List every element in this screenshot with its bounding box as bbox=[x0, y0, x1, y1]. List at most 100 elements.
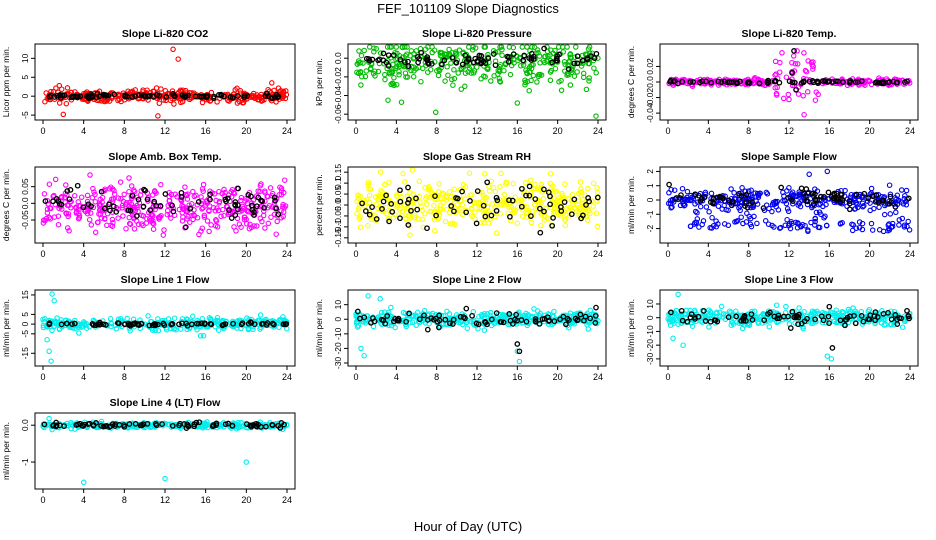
sample-point bbox=[63, 100, 70, 107]
sample-point bbox=[526, 65, 532, 72]
mean-point bbox=[871, 313, 878, 320]
sample-point bbox=[229, 187, 236, 193]
sample-point bbox=[516, 358, 523, 365]
sample-point bbox=[507, 71, 514, 78]
x-tick-label: 24 bbox=[905, 372, 915, 382]
sample-point bbox=[149, 327, 156, 334]
mean-point bbox=[853, 191, 860, 198]
sample-point bbox=[441, 51, 448, 57]
x-tick-label: 4 bbox=[394, 126, 399, 136]
sample-point bbox=[71, 193, 78, 199]
sample-point bbox=[173, 423, 179, 430]
mean-point bbox=[695, 192, 702, 199]
x-tick-label: 8 bbox=[746, 249, 751, 259]
sample-point bbox=[365, 293, 371, 299]
sample-point bbox=[823, 222, 830, 229]
sample-point bbox=[469, 205, 475, 211]
sample-point bbox=[126, 188, 132, 195]
mean-point bbox=[583, 202, 589, 208]
sample-point bbox=[183, 192, 190, 199]
sample-point bbox=[213, 217, 219, 223]
sample-point bbox=[158, 212, 164, 219]
y-tick-label: 0.0 bbox=[20, 197, 30, 209]
sample-point bbox=[443, 206, 450, 213]
sample-point bbox=[60, 111, 67, 118]
mean-point bbox=[432, 193, 438, 199]
mean-point bbox=[201, 321, 208, 327]
sample-point bbox=[405, 212, 412, 219]
sample-point bbox=[451, 75, 458, 82]
sample-point bbox=[824, 353, 831, 359]
mean-point bbox=[140, 421, 147, 428]
sample-point bbox=[446, 188, 453, 195]
mean-point bbox=[684, 318, 691, 325]
sample-point bbox=[206, 228, 212, 235]
sample-point bbox=[155, 113, 161, 119]
sample-point bbox=[689, 323, 696, 329]
sample-point bbox=[668, 186, 674, 193]
sample-point bbox=[264, 193, 270, 199]
mean-point bbox=[523, 318, 530, 325]
sample-point bbox=[558, 87, 565, 94]
sample-point bbox=[467, 192, 473, 198]
mean-point bbox=[141, 93, 148, 100]
sample-point bbox=[418, 204, 424, 210]
mean-point bbox=[858, 313, 865, 319]
sample-point bbox=[524, 203, 530, 210]
sample-point bbox=[893, 209, 899, 216]
y-axis-label: Licor ppm per min. bbox=[1, 47, 11, 117]
sample-point bbox=[779, 50, 785, 56]
sample-point bbox=[710, 223, 717, 229]
mean-point bbox=[733, 313, 740, 320]
x-tick-label: 8 bbox=[434, 372, 439, 382]
mean-point bbox=[798, 80, 805, 86]
sample-point bbox=[679, 185, 686, 192]
sample-point bbox=[82, 208, 89, 215]
mean-point bbox=[490, 51, 497, 57]
sample-point bbox=[808, 59, 815, 66]
sample-point bbox=[544, 48, 551, 55]
sample-point bbox=[238, 197, 244, 204]
mean-point bbox=[482, 213, 489, 220]
sample-point bbox=[699, 221, 705, 228]
sample-point bbox=[458, 86, 465, 92]
mean-point bbox=[428, 315, 435, 322]
chart-title: Slope Line 2 Flow bbox=[433, 274, 523, 286]
mean-point bbox=[450, 316, 457, 323]
sample-point bbox=[92, 229, 99, 236]
sample-point bbox=[435, 193, 441, 199]
mean-point bbox=[578, 215, 584, 222]
sample-point bbox=[267, 185, 274, 191]
mean-point bbox=[771, 78, 778, 85]
mean-point bbox=[514, 317, 520, 324]
mean-point bbox=[397, 215, 403, 222]
sample-point bbox=[378, 188, 384, 194]
sample-point bbox=[693, 219, 700, 226]
sample-point bbox=[824, 168, 831, 175]
sample-point bbox=[365, 222, 371, 229]
sample-point bbox=[715, 82, 722, 88]
sample-point bbox=[248, 316, 255, 323]
mean-point bbox=[416, 316, 423, 323]
sample-point bbox=[567, 310, 574, 316]
sample-point bbox=[278, 88, 284, 94]
mean-point bbox=[667, 77, 674, 84]
sample-point bbox=[155, 316, 161, 322]
sample-point bbox=[396, 72, 402, 78]
mean-point bbox=[74, 182, 81, 189]
sample-point bbox=[42, 422, 49, 429]
sample-point bbox=[369, 212, 375, 218]
mean-point bbox=[787, 325, 794, 331]
sample-point bbox=[534, 47, 541, 53]
sample-point bbox=[903, 187, 910, 194]
sample-point bbox=[399, 44, 405, 50]
mean-point bbox=[587, 315, 594, 322]
sample-point bbox=[485, 220, 492, 226]
x-tick-label: 8 bbox=[746, 126, 751, 136]
sample-point bbox=[113, 326, 120, 332]
x-tick-label: 20 bbox=[553, 249, 563, 259]
mean-point bbox=[235, 93, 241, 99]
sample-point bbox=[548, 47, 554, 53]
sample-point bbox=[837, 221, 844, 227]
